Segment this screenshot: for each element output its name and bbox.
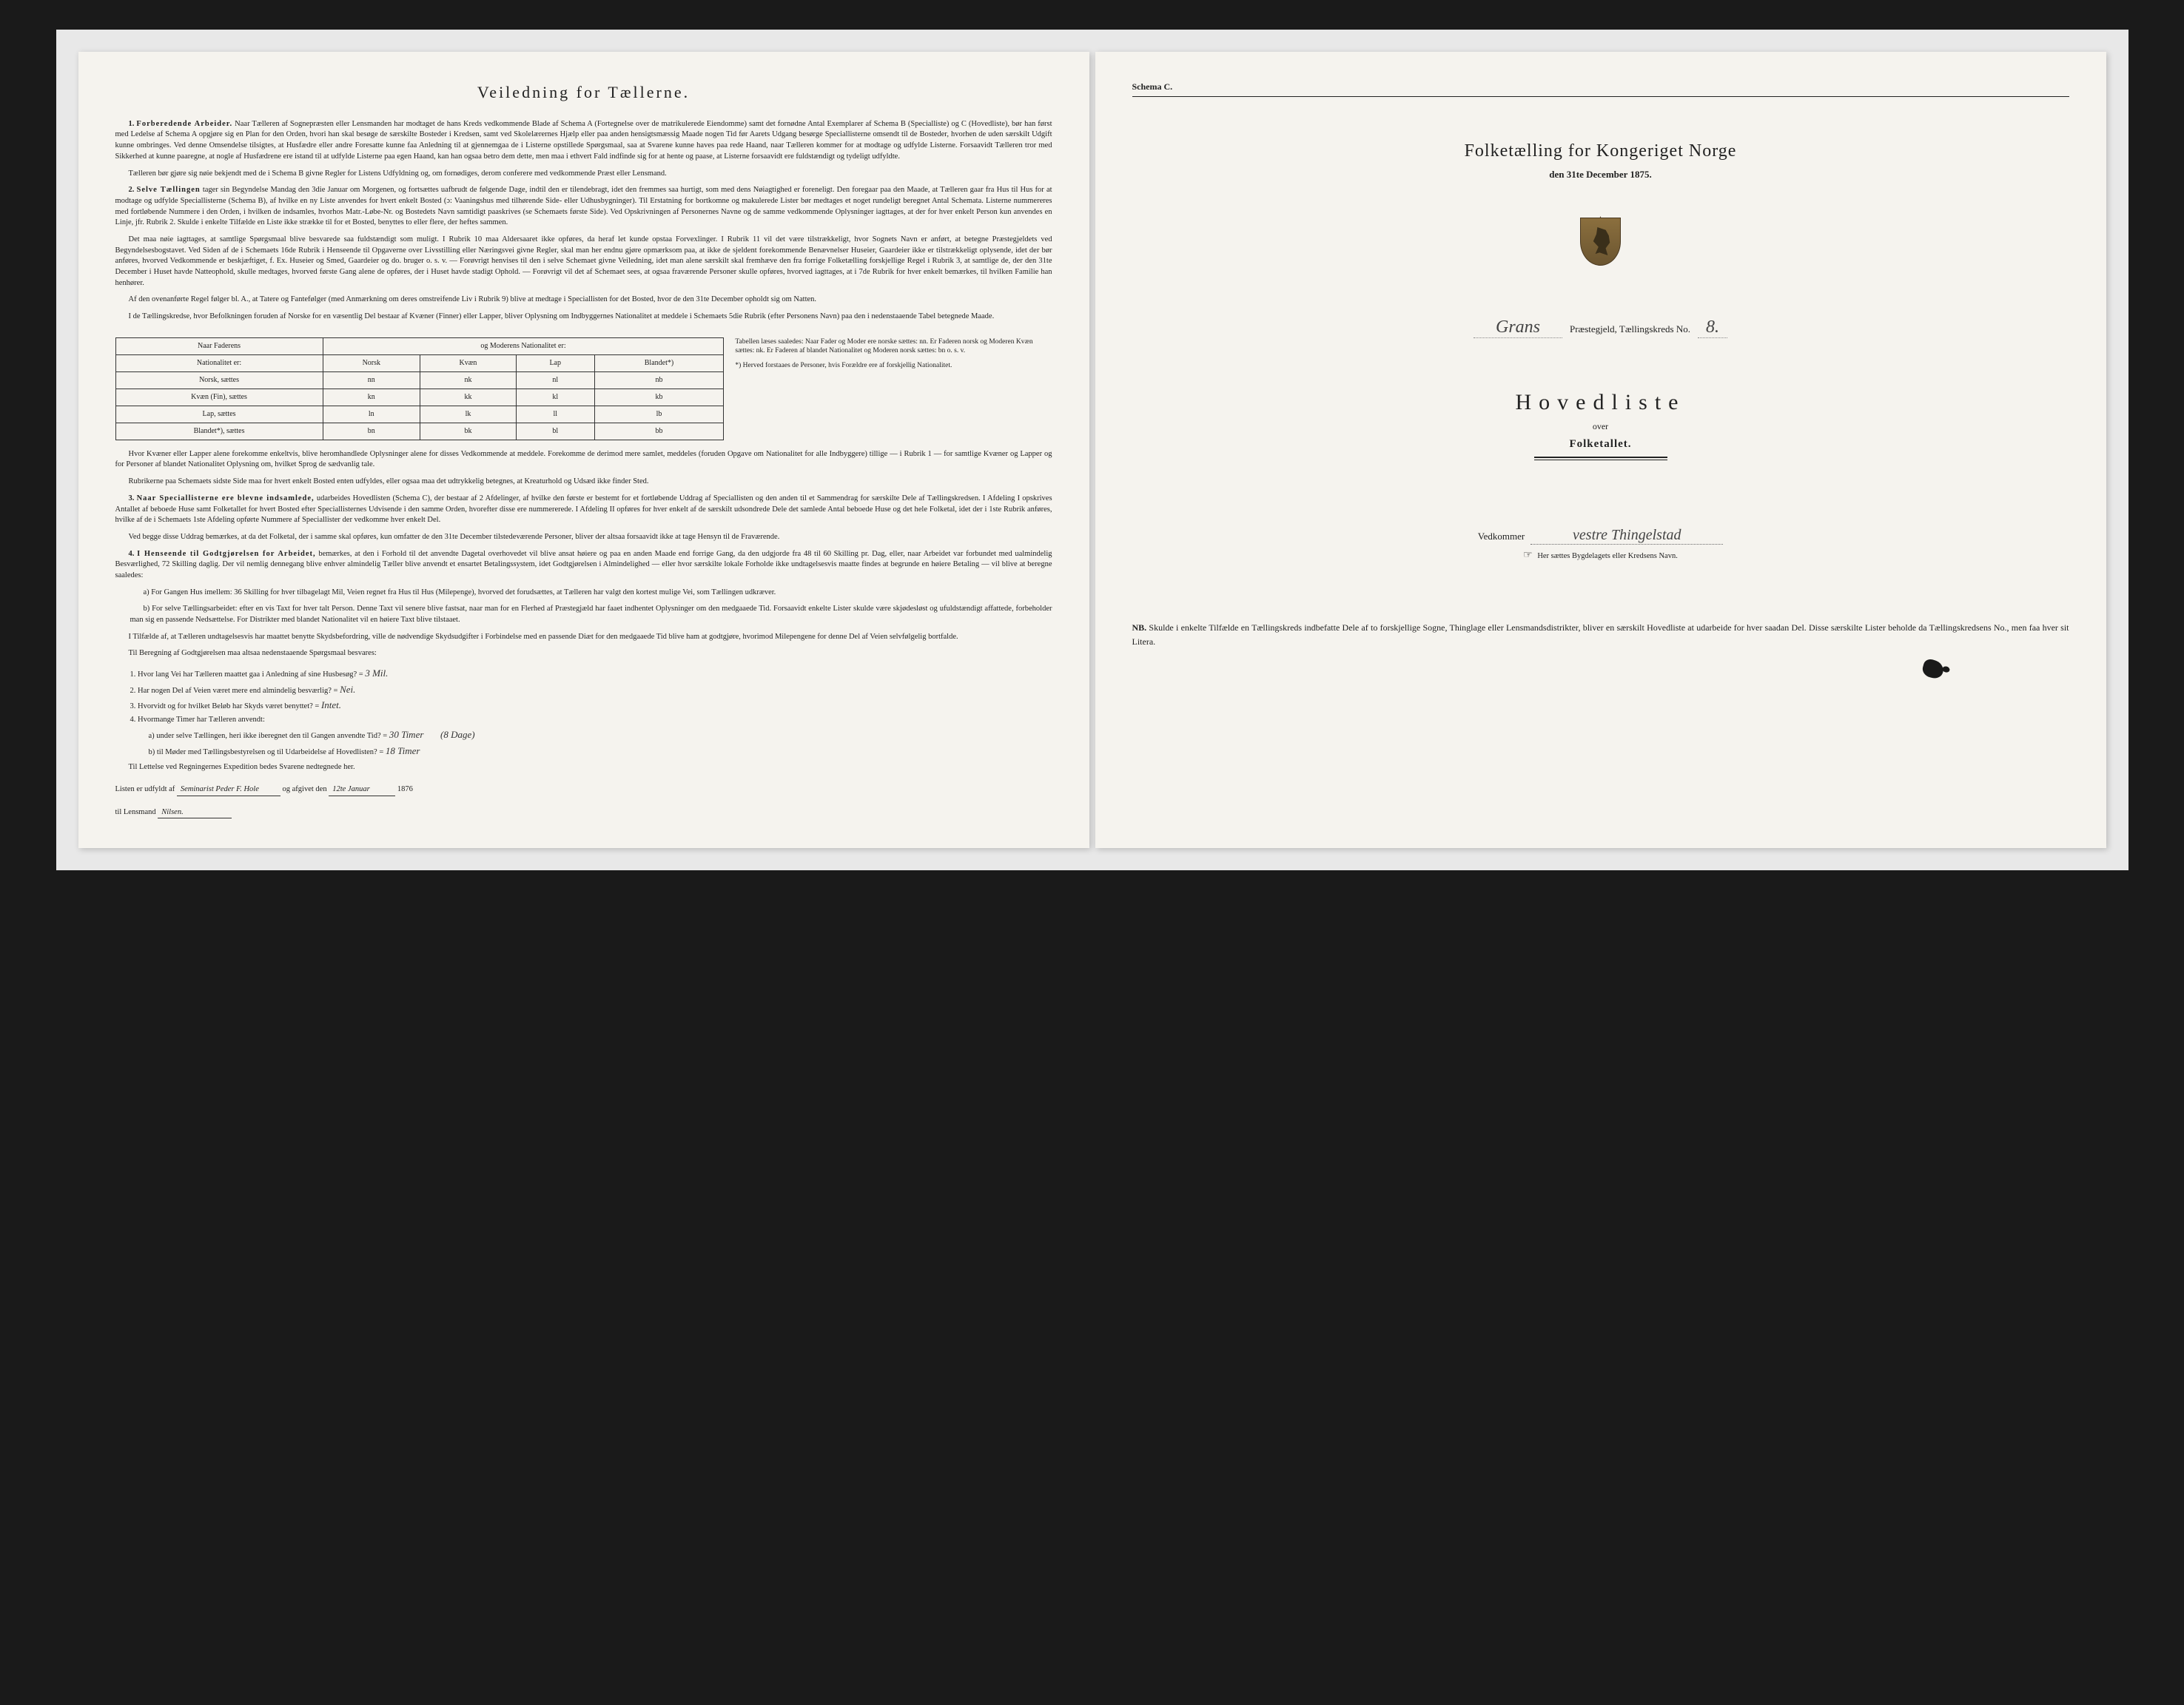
th-moderen: og Moderens Nationalitet er:	[323, 337, 724, 354]
schema-label: Schema C.	[1132, 81, 2069, 93]
para-4c: Til Beregning af Godtgjørelsen maa altsa…	[115, 648, 1052, 659]
para-final: Til Lettelse ved Regningernes Expedition…	[115, 762, 1052, 773]
table-row: Blandet*), sættes bn bk bl bb	[115, 423, 724, 440]
item-b: b) For selve Tællingsarbeidet: efter en …	[130, 604, 1052, 625]
th-faderen: Naar Faderens	[115, 337, 323, 354]
signature-name: Seminarist Peder F. Hole	[177, 784, 280, 796]
vedkommer-line: Vedkommer vestre Thingelstad	[1132, 527, 2069, 545]
table-row: Norsk, sættes nn nk nl nb	[115, 371, 724, 389]
answer-3: Intet.	[321, 699, 341, 710]
pointer-icon: ☞	[1523, 549, 1533, 562]
th-c1: Kvæn	[420, 354, 517, 371]
question-3: 3. Hvorvidt og for hvilket Beløb har Sky…	[130, 699, 1052, 713]
answer-4b: 18 Timer	[386, 745, 420, 756]
para-2d: I de Tællingskredse, hvor Befolkningen f…	[115, 312, 1052, 323]
para-2c: Af den ovenanførte Regel følger bl. A., …	[115, 295, 1052, 306]
inkblot-icon	[1921, 658, 1945, 680]
nationality-table: Naar Faderens og Moderens Nationalitet e…	[115, 337, 725, 440]
note-line: ☞ Her sættes Bygdelagets eller Kredsens …	[1132, 549, 2069, 562]
parish-label: Præstegjeld, Tællingskreds No.	[1570, 323, 1690, 335]
para-1b: Tælleren bør gjøre sig nøie bekjendt med…	[115, 169, 1052, 180]
item-a: a) For Gangen Hus imellem: 36 Skilling f…	[130, 588, 1052, 599]
instructions-title: Veiledning for Tællerne.	[115, 81, 1052, 104]
parish-name: Grans	[1474, 317, 1562, 338]
nb-block: NB. Skulde i enkelte Tilfælde en Tælling…	[1132, 621, 2069, 649]
para-3c: Ved begge disse Uddrag bemærkes, at da d…	[115, 532, 1052, 543]
question-4: 4. Hvormange Timer har Tælleren anvendt:	[130, 715, 1052, 726]
document-spread: Veiledning for Tællerne. 1. Forberedende…	[56, 30, 2128, 870]
para-3a: Hvor Kvæner eller Lapper alene forekomme…	[115, 449, 1052, 471]
section-2: 2. Selve Tællingen tager sin Begyndelse …	[115, 185, 1052, 229]
th-c2: Lap	[516, 354, 594, 371]
right-page: Schema C. Folketælling for Kongeriget No…	[1095, 52, 2106, 848]
vedkommer-label: Vedkommer	[1478, 531, 1525, 542]
over-text: over	[1132, 421, 2069, 432]
section-1: 1. Forberedende Arbeider. Naar Tælleren …	[115, 119, 1052, 163]
census-title: Folketælling for Kongeriget Norge	[1132, 141, 2069, 161]
para-4b: I Tilfælde af, at Tælleren undtagelsesvi…	[115, 632, 1052, 643]
signature-block-2: til Lensmand Nilsen.	[115, 807, 1052, 819]
table-row: Lap, sættes ln lk ll lb	[115, 406, 724, 423]
answer-4a: 30 Timer	[389, 729, 424, 740]
signature-block: Listen er udfyldt af Seminarist Peder F.…	[115, 784, 1052, 796]
questions-block: 1. Hvor lang Vei har Tælleren maattet ga…	[130, 667, 1052, 758]
left-page: Veiledning for Tællerne. 1. Forberedende…	[78, 52, 1089, 848]
nb-text: Skulde i enkelte Tilfælde en Tællingskre…	[1132, 622, 2069, 647]
para-2b: Det maa nøie iagttages, at samtlige Spør…	[115, 235, 1052, 289]
hovedliste-heading: Hovedliste	[1132, 390, 2069, 415]
answer-2: Nei.	[340, 684, 355, 695]
schema-rule	[1132, 96, 2069, 97]
question-1: 1. Hvor lang Vei har Tælleren maattet ga…	[130, 667, 1052, 681]
parish-line: Grans Præstegjeld, Tællingskreds No. 8.	[1132, 317, 2069, 338]
kreds-number: 8.	[1698, 317, 1727, 338]
divider-icon	[1534, 457, 1667, 458]
th-c3: Blandet*)	[594, 354, 724, 371]
signature-lensmand: Nilsen.	[158, 807, 232, 819]
th-nat: Nationalitet er:	[115, 354, 323, 371]
coat-of-arms-icon	[1575, 218, 1627, 280]
census-date: den 31te December 1875.	[1132, 169, 2069, 181]
question-2: 2. Har nogen Del af Veien været mere end…	[130, 683, 1052, 697]
table-row: Kvæn (Fin), sættes kn kk kl kb	[115, 389, 724, 406]
table-caption: Tabellen læses saaledes: Naar Fader og M…	[735, 329, 1052, 371]
answer-4a-note: (8 Dage)	[440, 729, 475, 740]
vedkommer-value: vestre Thingelstad	[1531, 527, 1723, 545]
para-3b: Rubrikerne paa Schemaets sidste Side maa…	[115, 477, 1052, 488]
signature-date: 12te Januar	[329, 784, 395, 796]
question-4a: a) under selve Tællingen, heri ikke iber…	[149, 728, 1052, 742]
section-4: 4. I Henseende til Godtgjørelsen for Arb…	[115, 549, 1052, 582]
nb-label: NB.	[1132, 622, 1147, 633]
answer-1: 3 Mil.	[365, 667, 388, 679]
th-c0: Norsk	[323, 354, 420, 371]
hovedliste-block: Hovedliste over Folketallet.	[1132, 390, 2069, 460]
question-4b: b) til Møder med Tællingsbestyrelsen og …	[149, 744, 1052, 759]
folketallet-text: Folketallet.	[1132, 438, 2069, 451]
section-3: 3. Naar Speciallisterne ere blevne indsa…	[115, 494, 1052, 526]
